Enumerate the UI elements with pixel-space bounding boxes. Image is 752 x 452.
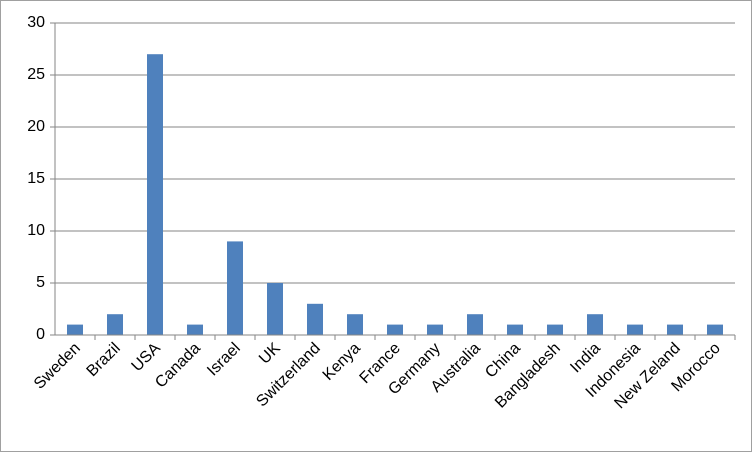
bar xyxy=(427,324,443,335)
bar xyxy=(347,314,363,335)
bar xyxy=(587,314,603,335)
bar xyxy=(147,54,163,335)
y-tick-label: 25 xyxy=(27,66,45,83)
bar xyxy=(667,324,683,335)
bar xyxy=(627,324,643,335)
bar xyxy=(707,324,723,335)
y-tick-label: 5 xyxy=(36,274,45,291)
bar xyxy=(467,314,483,335)
bar xyxy=(107,314,123,335)
y-tick-label: 20 xyxy=(27,118,45,135)
bar xyxy=(67,324,83,335)
y-tick-label: 10 xyxy=(27,222,45,239)
y-tick-label: 15 xyxy=(27,170,45,187)
bar xyxy=(187,324,203,335)
bar xyxy=(227,241,243,335)
bar xyxy=(267,283,283,335)
y-tick-label: 0 xyxy=(36,326,45,343)
bar xyxy=(507,324,523,335)
bar xyxy=(307,303,323,335)
bar xyxy=(547,324,563,335)
y-tick-label: 30 xyxy=(27,14,45,31)
bar xyxy=(387,324,403,335)
